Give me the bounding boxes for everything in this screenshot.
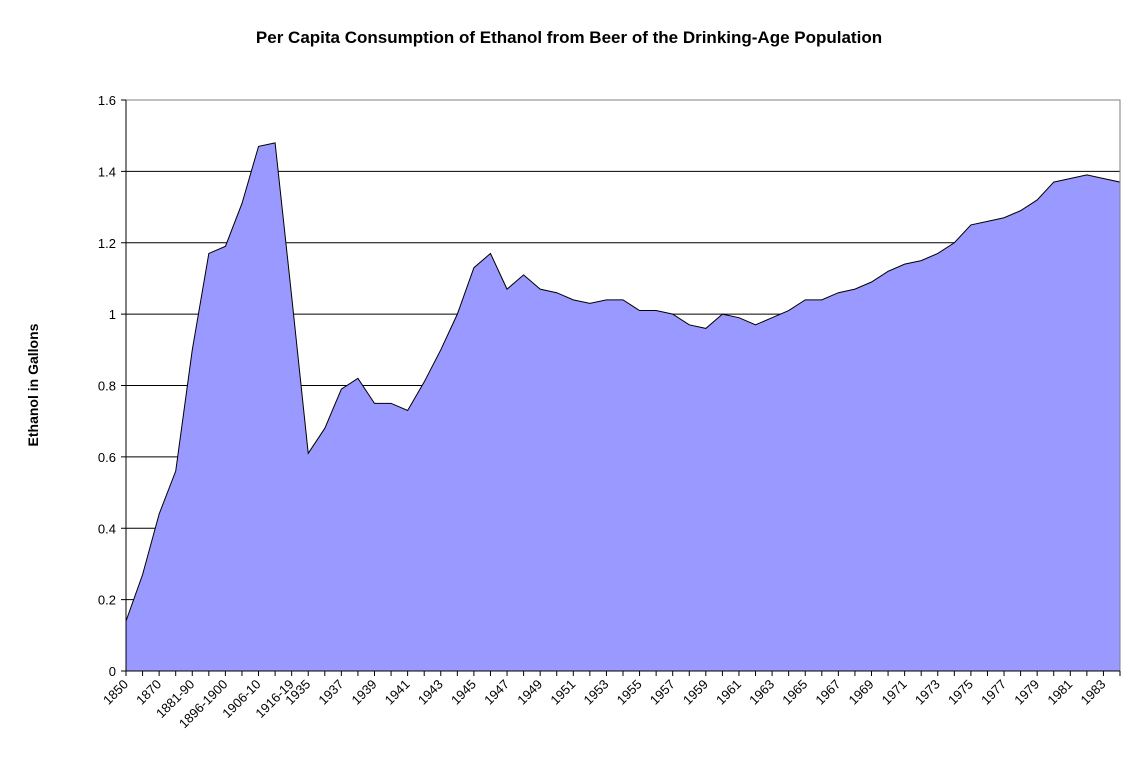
x-axis: 1850 18701881-901896-19001906-101916-1919… [100,670,1121,731]
x-tick-label: 1947 [481,677,512,708]
x-tick-label: 1949 [514,677,545,708]
x-tick-label: 1981 [1044,677,1075,708]
y-tick-label: 0.6 [98,450,116,465]
x-tick-label: 1971 [879,677,910,708]
y-tick-label: 0 [109,664,116,679]
y-tick-label: 0.2 [98,593,116,608]
y-tick-label: 0.8 [98,379,116,394]
chart-title: Per Capita Consumption of Ethanol from B… [255,28,883,47]
x-tick-label: 1941 [382,677,413,708]
y-tick-label: 0.4 [98,521,116,536]
x-tick-label: 1979 [1011,677,1042,708]
x-tick-label: 1943 [415,677,446,708]
x-tick-label: 1967 [812,677,843,708]
x-tick-label: 1955 [614,677,645,708]
x-tick-label: 1939 [349,677,380,708]
x-tick-label: 1965 [779,677,810,708]
x-tick-label: 1961 [713,677,744,708]
x-tick-label: 1959 [680,677,711,708]
x-tick-label: 1957 [647,677,678,708]
x-tick-label: 1977 [978,677,1009,708]
y-tick-label: 1.6 [98,93,116,108]
x-tick-label: 1963 [746,677,777,708]
x-tick-label: 1945 [448,677,479,708]
x-tick-label: 1850 [100,677,131,708]
x-tick-label: 1975 [945,677,976,708]
y-axis: 0 0.2 0.4 0.6 0.8 1 1.2 1.4 1.6 [98,93,127,679]
y-tick-label: 1.2 [98,236,116,251]
y-tick-label: 1 [109,307,116,322]
y-tick-label: 1.4 [98,164,116,179]
x-tick-label: 1983 [1077,677,1108,708]
x-tick-label: 1969 [846,677,877,708]
x-tick-label: 1953 [580,677,611,708]
area-series [125,142,1121,672]
x-tick-label: 1973 [912,677,943,708]
x-tick-label: 1937 [315,677,346,708]
x-tick-label: 1951 [547,677,578,708]
